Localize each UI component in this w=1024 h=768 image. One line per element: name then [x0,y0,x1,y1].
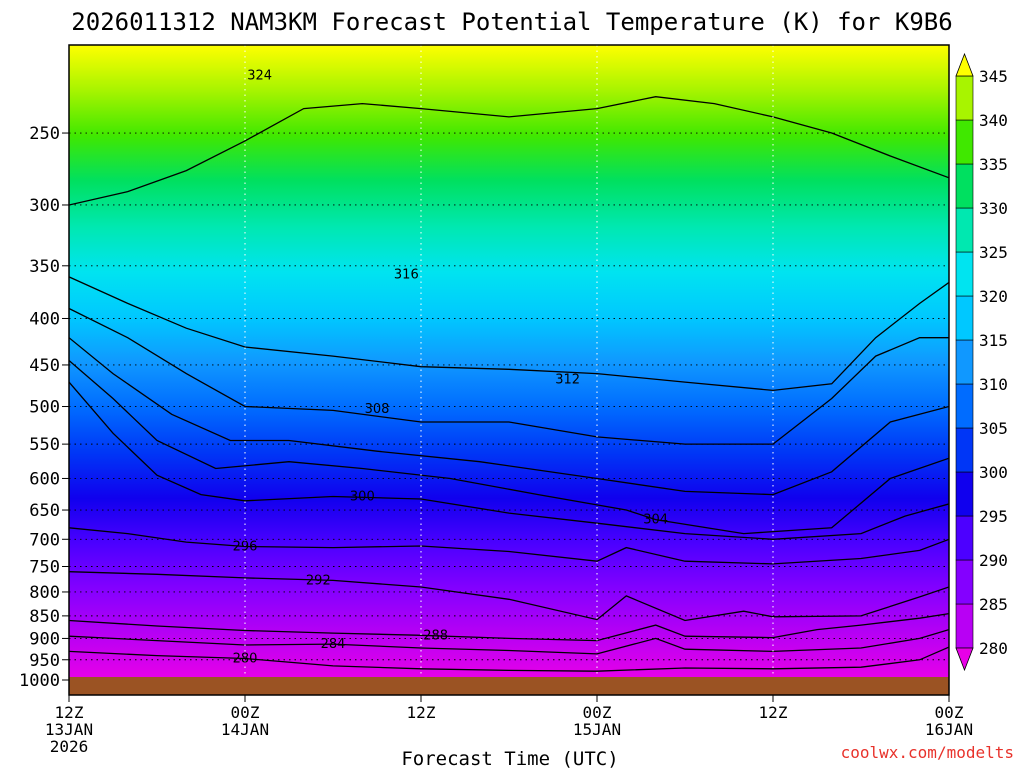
colorbar-label: 330 [979,199,1008,218]
contour-label-296: 296 [233,540,258,555]
plot-area: 280 284 288 292 296 300 304 308 312 316 324 [69,45,949,680]
colorbar-segment [955,251,974,297]
colorbar-segment [955,339,974,385]
x-tick-label: 12Z [55,703,84,722]
x-axis-label: Forecast Time (UTC) [401,748,618,768]
chart-title: 2026011312 NAM3KM Forecast Potential Tem… [71,8,952,36]
contour-288 [69,612,949,642]
contour-308 [69,337,949,496]
colorbar-segment [955,75,974,121]
x-tick-label: 16JAN [925,720,973,739]
contour-label-312: 312 [555,373,580,388]
colorbar-segment [955,119,974,165]
y-tick-label: 650 [29,501,60,521]
colorbar-segment [955,559,974,605]
contour-label-304: 304 [643,513,668,528]
plot-frame [68,44,950,696]
colorbar-label: 315 [979,331,1008,350]
colorbar-segment [955,295,974,341]
gridlines [69,45,949,680]
contour-label-300: 300 [350,489,375,504]
y-tick-label: 800 [29,583,60,603]
contour-label-284: 284 [321,637,346,652]
y-tick-label: 450 [29,356,60,376]
contour-label-308: 308 [365,402,390,417]
temperature-field [69,45,949,680]
x-tick-label: 00Z [935,703,964,722]
colorbar-label: 340 [979,111,1008,130]
colorbar-bottom-arrow [955,647,974,672]
credit-text: coolwx.com/modelts [841,743,1014,762]
contour-312 [69,307,949,445]
colorbar: 280 285 290 295 300 305 310 315 320 325 330 335 340 3… [955,52,1008,672]
y-tick-label: 500 [29,398,60,418]
colorbar-label: 300 [979,463,1008,482]
colorbar-label: 285 [979,595,1008,614]
y-tick-label: 400 [29,309,60,329]
y-tick-label: 750 [29,557,60,577]
x-tick-label: 2026 [50,737,89,756]
colorbar-top-arrow [955,52,974,77]
colorbar-segment [955,427,974,473]
colorbar-segment [955,207,974,253]
x-tick-label: 14JAN [221,720,269,739]
contour-300 [69,381,949,540]
x-tick-label: 00Z [231,703,260,722]
contour-316 [69,276,949,392]
ground-strip [69,677,949,695]
colorbar-label: 280 [979,639,1008,658]
colorbar-label: 345 [979,67,1008,86]
contour-296 [69,527,949,565]
x-tick-label: 13JAN [45,720,93,739]
y-tick-label: 950 [29,651,60,671]
colorbar-segment [955,515,974,561]
x-tick-label: 00Z [583,703,612,722]
contour-label-324: 324 [247,68,272,83]
colorbar-label: 335 [979,155,1008,174]
contour-324 [69,96,949,206]
colorbar-label: 320 [979,287,1008,306]
contour-label-280: 280 [233,652,258,667]
y-tick-label: 550 [29,435,60,455]
colorbar-segment [955,471,974,517]
colorbar-label: 290 [979,551,1008,570]
contour-labels: 280 284 288 292 296 300 304 308 312 316 324 [233,68,668,667]
colorbar-label: 310 [979,375,1008,394]
contour-label-292: 292 [306,573,331,588]
y-axis-ticks: 2503003504004505005506006507007508008509… [19,124,69,691]
colorbar-segment [955,603,974,649]
colorbar-label: 295 [979,507,1008,526]
x-tick-label: 12Z [407,703,436,722]
y-tick-label: 900 [29,629,60,649]
y-tick-label: 350 [29,257,60,277]
y-tick-label: 850 [29,607,60,627]
colorbar-label: 305 [979,419,1008,438]
y-tick-label: 700 [29,530,60,550]
y-tick-label: 1000 [19,671,60,691]
x-tick-label: 15JAN [573,720,621,739]
colorbar-segment [955,383,974,429]
colorbar-segment [955,163,974,209]
contour-label-288: 288 [423,628,448,643]
y-tick-label: 600 [29,469,60,489]
contour-304 [69,360,949,535]
contour-280 [69,646,949,672]
y-tick-label: 250 [29,124,60,144]
contour-label-316: 316 [394,268,419,283]
contour-292 [69,571,949,622]
y-tick-label: 300 [29,196,60,216]
x-tick-label: 12Z [759,703,788,722]
colorbar-label: 325 [979,243,1008,262]
